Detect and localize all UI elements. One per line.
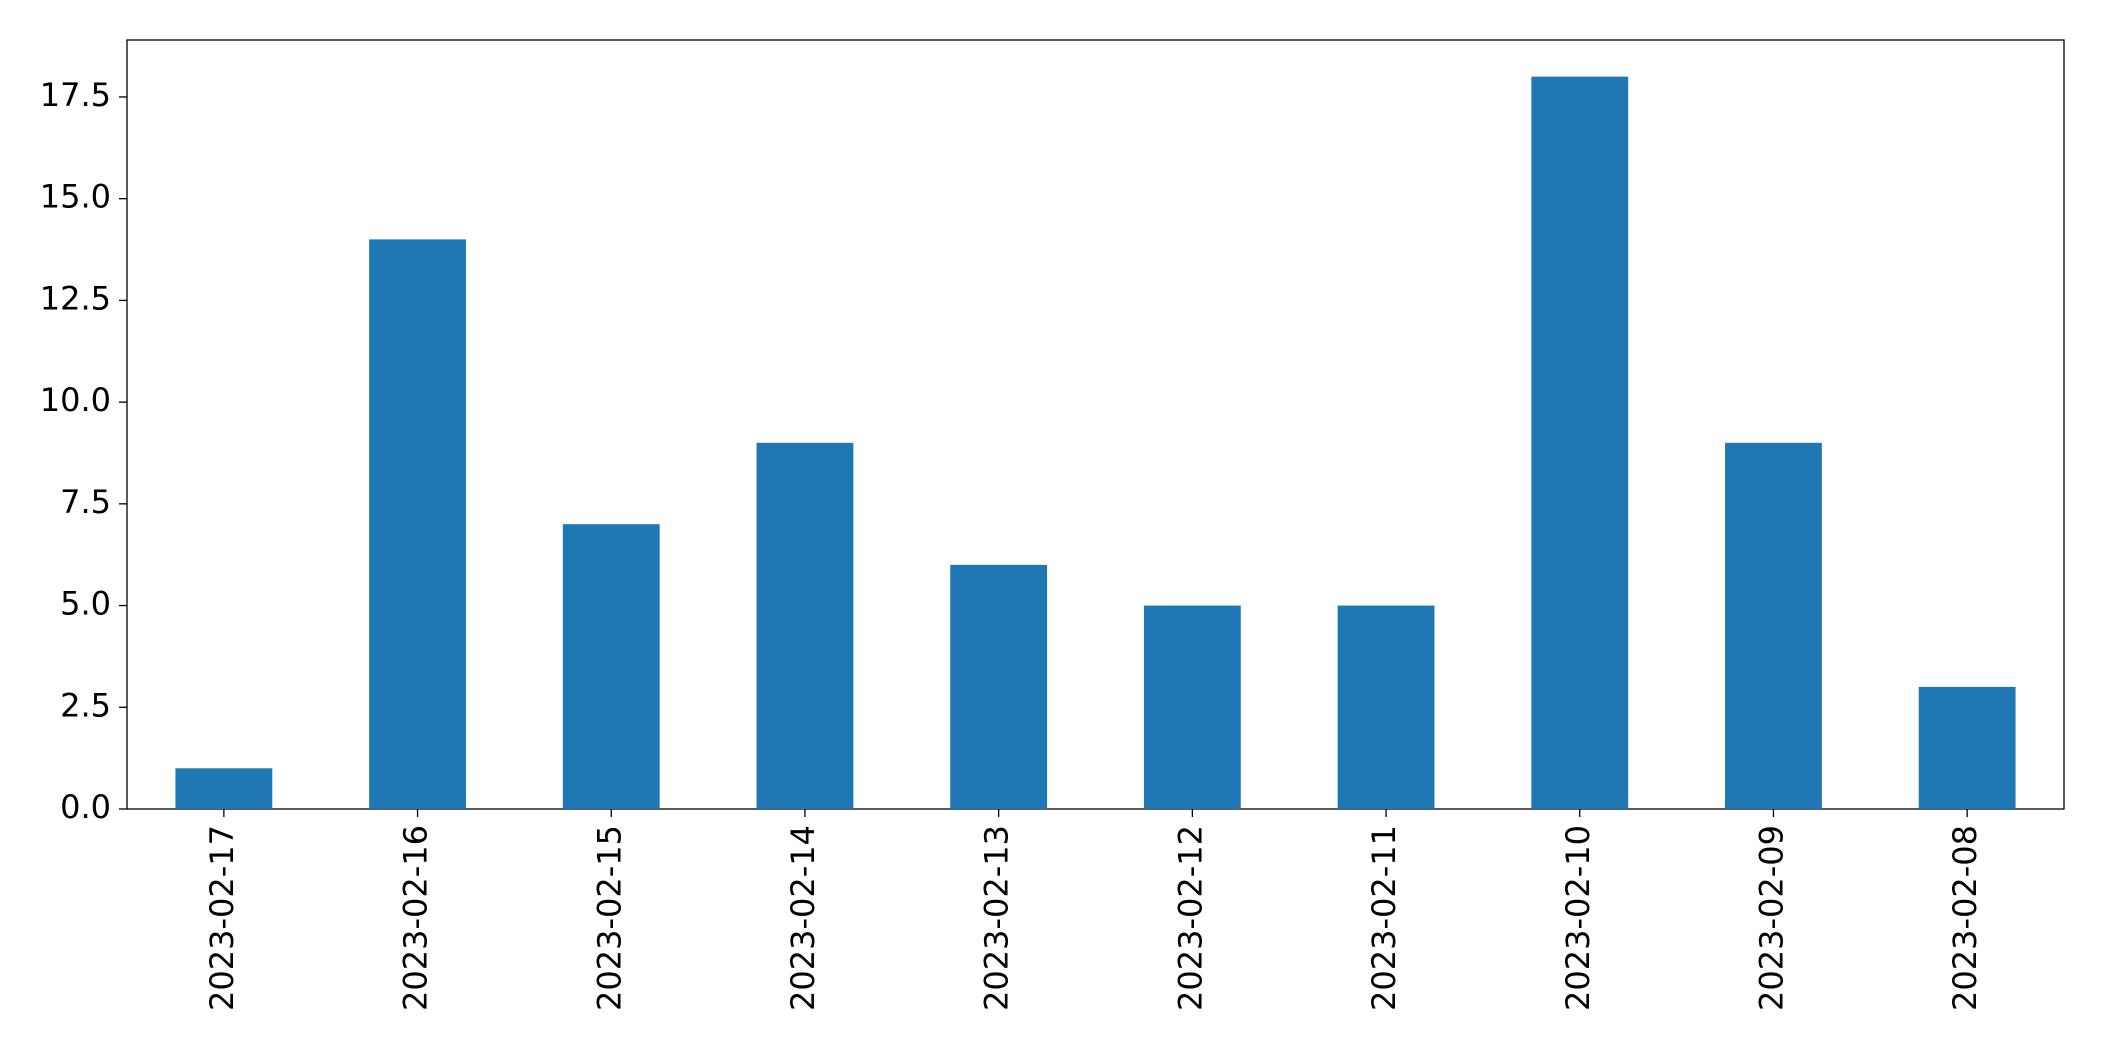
bar [369,239,466,810]
y-tick-label: 5.0 [60,585,111,623]
bar [1337,605,1435,809]
x-tick-label: 2023-02-15 [590,825,628,1011]
x-tick-label: 2023-02-17 [203,825,241,1011]
y-tick-label: 2.5 [60,686,111,724]
y-tick-label: 15.0 [40,178,111,216]
x-tick-label: 2023-02-08 [1946,825,1984,1011]
bar [562,524,660,809]
bar [950,564,1048,809]
y-tick-label: 17.5 [40,76,111,114]
y-tick-label: 0.0 [60,788,111,826]
x-tick-label: 2023-02-16 [397,825,435,1011]
x-tick-label: 2023-02-13 [978,825,1016,1011]
bar [1725,442,1822,809]
bar [1918,686,2016,809]
y-tick-label: 7.5 [60,483,111,521]
bar [1143,605,1241,809]
x-tick-label: 2023-02-09 [1752,825,1790,1011]
bar [1531,76,1629,810]
x-tick-label: 2023-02-11 [1365,825,1403,1011]
bar [175,768,273,809]
x-tick-label: 2023-02-12 [1171,825,1209,1011]
x-tick-label: 2023-02-14 [784,825,822,1011]
y-tick-label: 10.0 [40,381,111,419]
x-tick-label: 2023-02-10 [1559,825,1597,1011]
plot-frame [126,39,2065,810]
y-tick-label: 12.5 [40,279,111,317]
bar [756,442,854,809]
